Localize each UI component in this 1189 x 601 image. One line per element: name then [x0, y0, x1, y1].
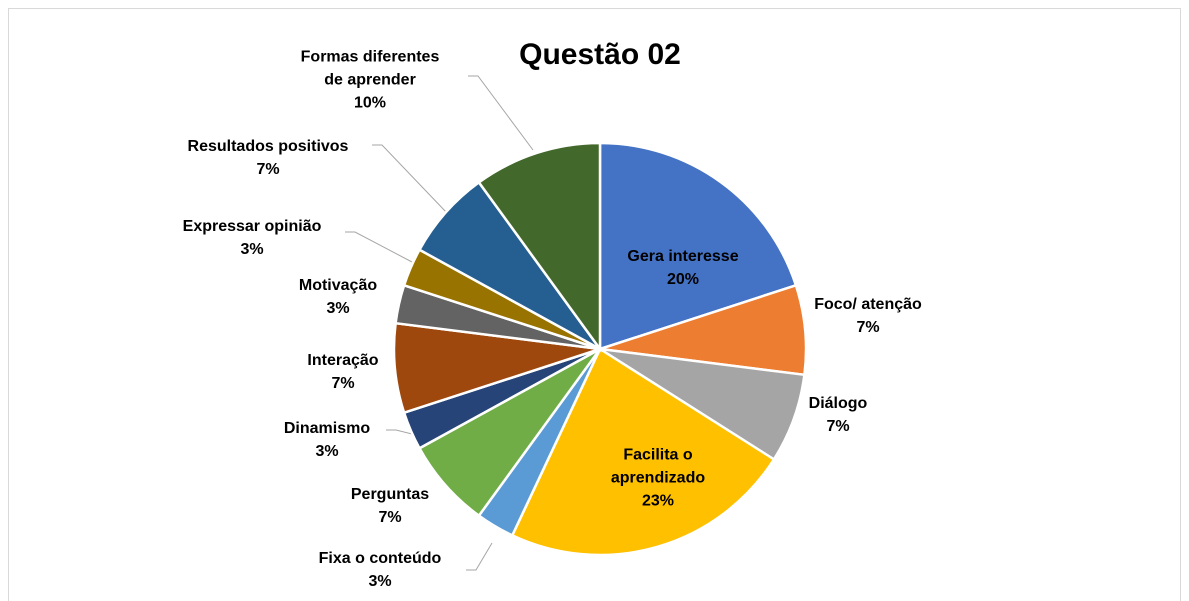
leader-line: [386, 429, 413, 435]
value-label: 3%: [315, 443, 339, 460]
data-label: Dinamismo 3%: [262, 417, 392, 463]
data-label: Foco/ atenção 7%: [783, 293, 953, 339]
value-label: 7%: [331, 375, 355, 392]
leader-line: [345, 231, 413, 263]
pie-slice: [477, 141, 602, 353]
leader-lines: [345, 75, 534, 571]
category-label: Dinamismo: [283, 420, 371, 437]
value-label: 3%: [240, 241, 264, 258]
value-label: 3%: [368, 573, 392, 590]
data-label: Expressar opinião 3%: [152, 215, 352, 261]
pie-slice: [510, 347, 776, 557]
pie-slice: [598, 141, 798, 351]
data-label: Gera interesse 20%: [603, 245, 763, 291]
value-label: 23%: [641, 492, 675, 510]
leader-line: [468, 75, 534, 151]
pie: [392, 141, 808, 557]
value-label: 20%: [666, 271, 700, 288]
leader-line: [466, 542, 493, 571]
value-label: 3%: [326, 300, 350, 317]
value-label: 7%: [256, 161, 280, 178]
category-label: Formas diferentes de aprender: [300, 48, 440, 89]
chart-frame: [8, 8, 1181, 601]
data-label: Interação 7%: [283, 349, 403, 395]
chart-title: Questão 02: [519, 38, 681, 71]
data-label: Resultados positivos 7%: [153, 135, 383, 181]
category-label: Foco/ atenção: [814, 296, 922, 313]
value-label: 7%: [378, 509, 402, 526]
category-label: Perguntas: [350, 486, 430, 503]
category-label: Gera interesse: [627, 248, 739, 265]
category-label: Motivação: [298, 277, 378, 294]
data-label: Motivação 3%: [278, 274, 398, 320]
data-label: Fixa o conteúdo 3%: [290, 547, 470, 593]
category-label: Expressar opinião: [182, 218, 322, 235]
data-label: Diálogo 7%: [788, 392, 888, 438]
value-label: 7%: [826, 418, 850, 435]
leader-line: [372, 144, 448, 214]
value-label: 10%: [353, 94, 387, 112]
data-label: Formas diferentes de aprender 10%: [300, 46, 440, 115]
category-label: Diálogo: [808, 395, 868, 412]
category-label: Fixa o conteúdo: [318, 550, 442, 567]
category-label: Facilita o aprendizado: [610, 446, 706, 487]
category-label: Interação: [307, 352, 379, 369]
data-label: Facilita o aprendizado 23%: [588, 444, 728, 513]
category-label: Resultados positivos: [187, 138, 349, 155]
data-label: Perguntas 7%: [330, 483, 450, 529]
value-label: 7%: [856, 319, 880, 336]
